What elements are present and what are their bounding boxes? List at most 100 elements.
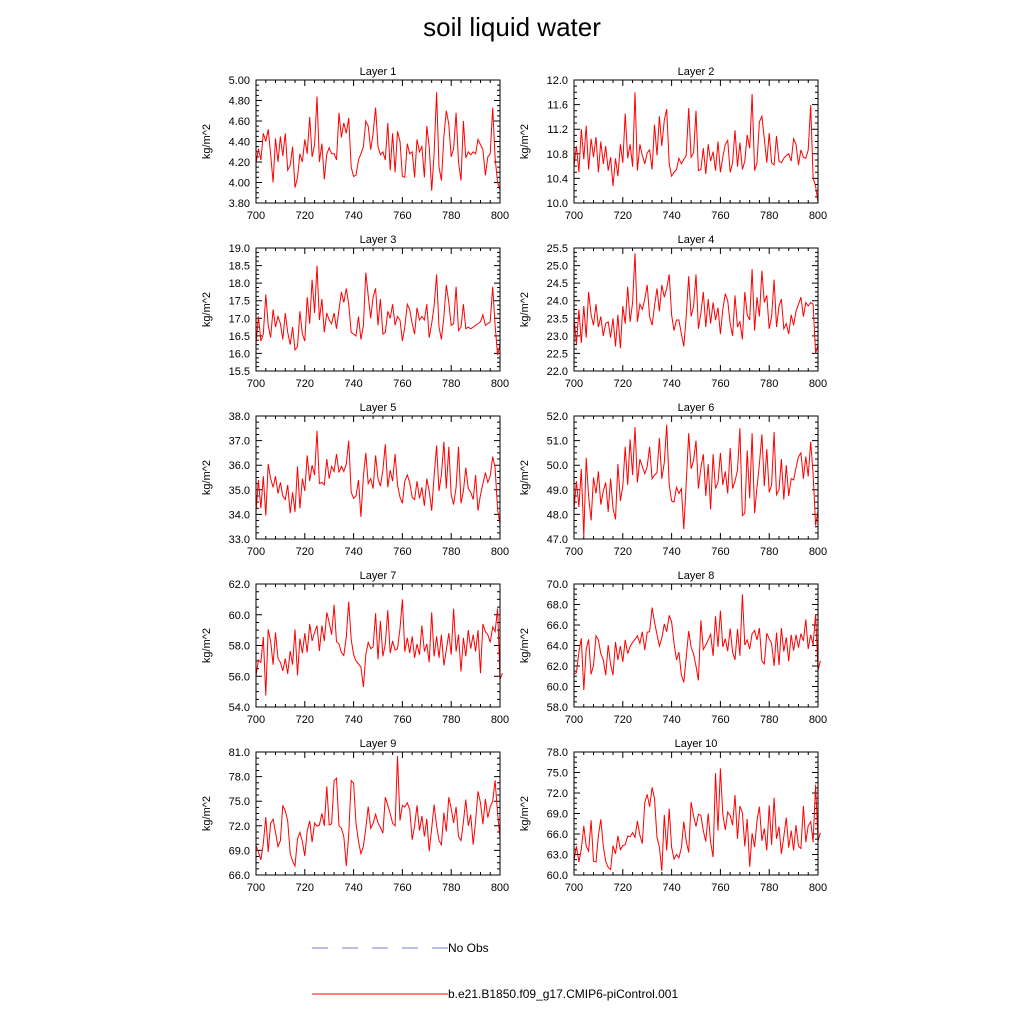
layer-8-frame: [573, 583, 819, 708]
layer-8-ytick-label: 58.0: [547, 702, 568, 714]
layer-6-frame: [573, 415, 819, 540]
layer-1-ytick-label: 4.80: [229, 96, 250, 108]
layer-10-xtick-label: 800: [809, 882, 827, 894]
layer-4-ytick-label: 22.0: [547, 366, 568, 378]
layer-1-ytick-label: 4.40: [229, 137, 250, 149]
legend-obs-swatch: [312, 947, 448, 949]
layer-6-xtick-label: 760: [711, 546, 729, 558]
layer-7-ytick-label: 56.0: [229, 671, 250, 683]
layer-8-xtick-label: 740: [662, 714, 680, 726]
layer-8-minor-ticks: [574, 584, 818, 707]
layer-10-xtick-label: 720: [614, 882, 632, 894]
legend-obs-label: No Obs: [448, 941, 489, 955]
layer-2-xtick-label: 800: [809, 210, 827, 222]
layer-6-xtick-label: 800: [809, 546, 827, 558]
layer-4-ylabel: kg/m^2: [519, 292, 531, 327]
layer-5-ytick-label: 34.0: [229, 509, 250, 521]
layer-10-ytick-label: 78.0: [547, 747, 568, 759]
layer-3-panel: Layer 3 kg/m^2 700 720 740 760 780 800 15.5 16.0 1…: [201, 234, 509, 390]
layer-5-ytick-label: 36.0: [229, 460, 250, 472]
layer-6-minor-ticks: [574, 416, 818, 539]
layer-5-panel: Layer 5 kg/m^2 700 720 740 760 780 800 33.0 34.0 3…: [201, 402, 509, 558]
layer-1-title: Layer 1: [360, 66, 397, 78]
layer-7-xtick-label: 700: [247, 714, 265, 726]
layer-7-series-line: [255, 599, 503, 696]
layer-2-ytick-label: 10.8: [547, 149, 568, 161]
layer-1-ytick-label: 3.80: [229, 198, 250, 210]
layer-4-ytick-label: 23.0: [547, 331, 568, 343]
layer-8-xtick-label: 780: [760, 714, 778, 726]
layer-4-frame: [573, 247, 819, 372]
layer-8-ylabel: kg/m^2: [519, 628, 531, 663]
layer-5-xtick-label: 780: [442, 546, 460, 558]
layer-5-ylabel: kg/m^2: [201, 460, 213, 495]
layer-5-ytick-label: 38.0: [229, 411, 250, 423]
layer-2-xtick-label: 700: [565, 210, 583, 222]
layer-3-minor-ticks: [256, 248, 500, 371]
layer-5-series-line: [255, 430, 501, 525]
layer-7-ytick-label: 62.0: [229, 579, 250, 591]
layer-7-ytick-label: 54.0: [229, 702, 250, 714]
layer-2-xtick-label: 740: [662, 210, 680, 222]
layer-2-xtick-label: 720: [614, 210, 632, 222]
layer-5-minor-ticks: [256, 416, 500, 539]
layer-1-xtick-label: 760: [393, 210, 411, 222]
layer-4-ytick-label: 22.5: [547, 348, 568, 360]
layer-5-xtick-label: 740: [344, 546, 362, 558]
layer-2-title: Layer 2: [678, 66, 715, 78]
layer-6-title: Layer 6: [678, 402, 715, 414]
layer-6-ylabel: kg/m^2: [519, 460, 531, 495]
layer-4-title: Layer 4: [678, 234, 715, 246]
layer-3-ytick-label: 18.0: [229, 278, 250, 290]
layer-6-ytick-label: 51.0: [547, 436, 568, 448]
layer-7-ylabel: kg/m^2: [201, 628, 213, 663]
layer-9-title: Layer 9: [360, 738, 397, 750]
legend-model-label: b.e21.B1850.f09_g17.CMIP6-piControl.001: [448, 987, 679, 1001]
layer-5-ytick-label: 37.0: [229, 436, 250, 448]
layer-4-minor-ticks: [574, 248, 818, 371]
layer-4-xtick-label: 720: [614, 378, 632, 390]
layer-5-xtick-label: 800: [491, 546, 509, 558]
layer-3-ytick-label: 17.0: [229, 313, 250, 325]
layer-8-xtick-label: 700: [565, 714, 583, 726]
layer-4-ytick-label: 24.5: [547, 278, 568, 290]
layer-5-ytick-label: 33.0: [229, 534, 250, 546]
layer-10-xtick-label: 700: [565, 882, 583, 894]
layer-8-ytick-label: 60.0: [547, 682, 568, 694]
figure-title: soil liquid water: [423, 12, 601, 42]
layer-6-xtick-label: 720: [614, 546, 632, 558]
layer-3-xtick-label: 800: [491, 378, 509, 390]
layer-2-frame: [573, 79, 819, 204]
layer-7-panel: Layer 7 kg/m^2 700 720 740 760 780 800 54.0 56.0 5…: [201, 570, 509, 726]
layer-9-ylabel: kg/m^2: [201, 796, 213, 831]
layer-8-xtick-label: 720: [614, 714, 632, 726]
layer-2-ylabel: kg/m^2: [519, 124, 531, 159]
layer-6-ytick-label: 47.0: [547, 534, 568, 546]
layer-2-ytick-label: 12.0: [547, 75, 568, 87]
layer-5-xtick-label: 720: [296, 546, 314, 558]
layer-1-xtick-label: 780: [442, 210, 460, 222]
layer-1-ytick-label: 4.00: [229, 178, 250, 190]
layer-4-xtick-label: 740: [662, 378, 680, 390]
layer-4-ytick-label: 25.0: [547, 261, 568, 273]
layer-3-ytick-label: 17.5: [229, 296, 250, 308]
layer-10-minor-ticks: [574, 752, 818, 875]
layer-10-xtick-label: 760: [711, 882, 729, 894]
layer-2-ytick-label: 11.6: [547, 100, 568, 112]
layer-8-xtick-label: 760: [711, 714, 729, 726]
layer-9-ytick-label: 75.0: [229, 796, 250, 808]
layer-8-ytick-label: 68.0: [547, 600, 568, 612]
layer-4-xtick-label: 800: [809, 378, 827, 390]
layer-9-ytick-label: 81.0: [229, 747, 250, 759]
layer-4-ytick-label: 23.5: [547, 313, 568, 325]
layer-10-ytick-label: 60.0: [547, 870, 568, 882]
layer-8-ytick-label: 70.0: [547, 579, 568, 591]
layer-7-xtick-label: 740: [344, 714, 362, 726]
layer-3-ytick-label: 16.0: [229, 348, 250, 360]
layer-10-ytick-label: 69.0: [547, 809, 568, 821]
layer-7-ytick-label: 60.0: [229, 610, 250, 622]
layer-7-xtick-label: 800: [491, 714, 509, 726]
legend-obs: No Obs: [312, 941, 489, 955]
layer-4-series-line: [573, 253, 819, 354]
